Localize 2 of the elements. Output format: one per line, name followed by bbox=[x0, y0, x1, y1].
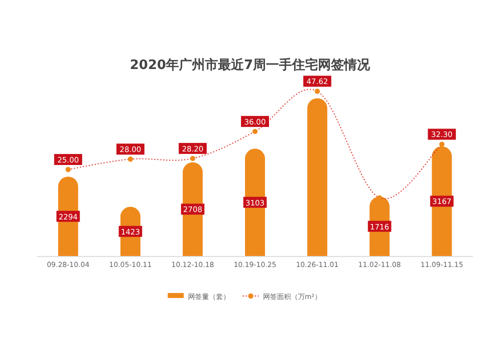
chart-title: 2020年广州市最近7周一手住宅网签情况 bbox=[130, 57, 372, 73]
bar bbox=[307, 98, 328, 256]
